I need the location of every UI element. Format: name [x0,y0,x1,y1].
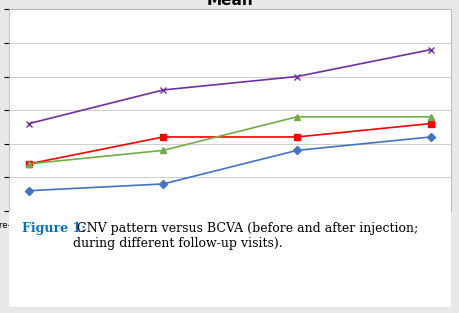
Unidentifiable
net [160,88,166,92]
Text: Figure 1:: Figure 1: [22,222,86,235]
Line: Loose: Loose [27,121,432,167]
Dense [27,189,32,192]
Dense [293,148,299,152]
Line: Dense: Dense [27,134,432,193]
Text: CNV pattern versus BCVA (before and after injection;
during different follow-up : CNV pattern versus BCVA (before and afte… [73,222,418,250]
Unidentifiable
net [27,122,32,126]
Loose [160,135,166,139]
Loose [293,135,299,139]
Mixed [27,162,32,166]
Dense [160,182,166,186]
Title: Mean: Mean [206,0,253,8]
Line: Unidentifiable
net: Unidentifiable net [27,47,432,126]
Loose [27,162,32,166]
Dense [427,135,432,139]
FancyBboxPatch shape [9,211,450,307]
Line: Mixed: Mixed [27,114,432,167]
Mixed [427,115,432,119]
Mixed [160,148,166,152]
Loose [427,122,432,126]
Unidentifiable
net [427,48,432,52]
Mixed [293,115,299,119]
Unidentifiable
net [293,75,299,79]
X-axis label: Time: Time [217,243,242,253]
